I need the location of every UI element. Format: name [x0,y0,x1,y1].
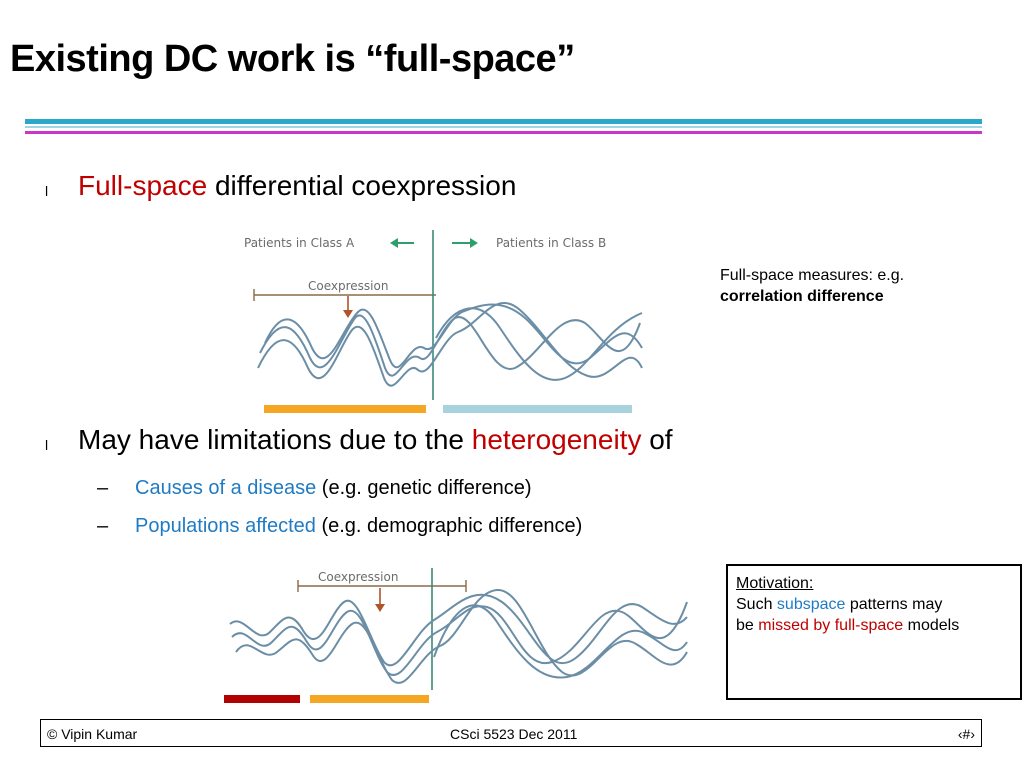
motivation-line2: be missed by full-space models [736,617,960,634]
subspace-bar-orange [310,695,429,703]
heterogeneity-highlight: heterogeneity [471,424,642,455]
arrow-left-head-icon [390,238,398,248]
slide-footer: © Vipin Kumar CSci 5523 Dec 2011 ‹#› [40,719,982,747]
sub-bullet-populations: – Populations affected (e.g. demographic … [97,515,583,537]
bullet-full-space: Full-space differential coexpression [78,170,516,202]
bullet-text: differential coexpression [207,170,517,201]
missed-highlight: missed by full-space [758,617,904,634]
full-space-highlight: Full-space [78,170,208,201]
bullet-limitations: May have limitations due to the heteroge… [78,424,673,455]
subspace-highlight: subspace [776,596,846,613]
title-rule-magenta [25,131,982,134]
slide-title: Existing DC work is “full-space” [10,38,575,80]
bullet-marker: l [45,183,49,199]
class-b-bar [443,405,632,413]
coexpression-label: Coexpression [308,279,388,293]
title-rule-cyan [25,119,982,124]
coexpression-label: Coexpression [318,570,398,584]
class-a-bar [264,405,426,413]
footer-course: CSci 5523 Dec 2011 [450,726,578,742]
dash-marker: – [97,515,109,537]
figure-subspace: Coexpression [224,568,688,703]
class-b-label: Patients in Class B [496,236,606,250]
arrow-right-head-icon [470,238,478,248]
class-a-label: Patients in Class A [244,236,355,250]
subspace-bar-red [224,695,300,703]
title-rule-light [25,126,982,128]
side-note-line2: correlation difference [720,288,884,305]
motivation-box: Motivation: Such subspace patterns may b… [726,564,1022,700]
motivation-line1: Such subspace patterns may [736,596,943,613]
expression-curves [229,588,688,684]
side-note: Full-space measures: e.g. correlation di… [720,265,904,307]
figure-full-space: Patients in Class A Patients in Class B … [244,230,643,413]
expression-curves [257,302,643,387]
side-note-line1: Full-space measures: e.g. [720,267,905,284]
dash-marker: – [97,477,109,499]
sub-bullet-causes: – Causes of a disease (e.g. genetic diffe… [97,477,532,499]
footer-copyright: © Vipin Kumar [47,726,138,742]
bullet-marker: l [45,437,49,453]
footer-page-number: ‹#› [957,726,975,742]
motivation-heading: Motivation: [736,575,814,592]
